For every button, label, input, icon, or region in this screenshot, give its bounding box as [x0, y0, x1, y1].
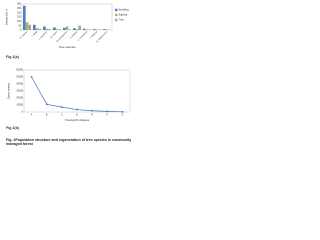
bar — [43, 26, 46, 30]
legend-swatch — [115, 18, 118, 22]
legend-label: Tree — [119, 18, 125, 22]
bar — [55, 29, 59, 30]
plot-area — [23, 69, 131, 113]
line — [31, 76, 123, 113]
x-tick-label: C. tomentosa — [77, 30, 89, 42]
x-tick-label: A — [31, 114, 33, 117]
y-tick-label: 20000 — [16, 97, 23, 100]
bar — [35, 28, 39, 30]
point — [30, 76, 33, 78]
point — [60, 106, 63, 108]
x-axis-label: Transgirth classes — [65, 118, 90, 122]
bar — [23, 5, 26, 30]
figure-caption: Fig. 2Population structure and regenerat… — [6, 138, 132, 147]
point — [106, 110, 109, 113]
x-tick-label: A. latifolia — [69, 30, 78, 39]
bar — [75, 29, 79, 30]
bar — [25, 22, 29, 30]
y-tick-label: 100 — [17, 20, 22, 23]
figure-label: Fig 1(b) — [6, 126, 20, 130]
bar — [63, 27, 66, 30]
y-tick-label: 40000 — [16, 83, 23, 86]
bar — [85, 29, 89, 30]
point — [91, 109, 94, 112]
page: 0 50 100 150 200 250 300 Density (ha⁻¹) Fig 1(a)… — [0, 0, 150, 150]
bar — [33, 24, 36, 30]
legend-swatch — [115, 8, 118, 12]
y-tick-label: 250 — [17, 7, 22, 10]
bar — [73, 28, 76, 30]
x-tick-label: T. alata — [31, 30, 39, 38]
bar — [45, 28, 49, 30]
y-tick-label: 200 — [17, 11, 22, 14]
y-tick-label: 150 — [17, 16, 22, 19]
legend-label: Seedling — [119, 8, 130, 12]
x-tick-label: B — [46, 114, 48, 117]
bar — [93, 29, 96, 30]
x-tick-label: L. parviflora — [38, 30, 49, 41]
x-tick-label: S. robusta — [19, 30, 29, 40]
legend-swatch — [115, 13, 118, 17]
figure-label: Fig 1(a) — [6, 55, 20, 59]
x-tick-label: T. bellirica — [89, 30, 99, 40]
y-tick-label: 50 — [18, 24, 21, 27]
y-axis-label: Density (ha⁻¹) — [5, 9, 9, 25]
x-tick-label: D — [76, 114, 78, 117]
bar — [103, 29, 106, 30]
y-tick-label: 50000 — [16, 76, 23, 79]
x-axis-label: Tree species — [58, 45, 76, 49]
x-tick-label: S. cumini — [50, 31, 58, 39]
y-tick-label: 10000 — [16, 104, 23, 107]
y-tick-label: 0 — [20, 29, 22, 32]
bar — [38, 28, 41, 30]
bar — [78, 25, 81, 30]
y-tick-label: 30000 — [16, 90, 23, 93]
point — [121, 110, 124, 113]
point — [45, 103, 48, 106]
bar — [65, 26, 69, 30]
bar — [48, 29, 51, 30]
y-tick-label: 0 — [22, 111, 24, 114]
x-tick-label: G — [121, 114, 123, 117]
y-tick-label: 60000 — [16, 69, 23, 72]
y-tick-label: 300 — [17, 3, 22, 6]
y-axis-label: Stems density — [7, 82, 11, 99]
x-tick-label: C — [61, 114, 63, 117]
x-tick-label: M. philippensis — [56, 31, 68, 43]
bar — [95, 29, 99, 30]
legend-label: Sapling — [119, 13, 128, 17]
x-tick-label: E — [91, 114, 93, 117]
bar — [53, 27, 56, 30]
bar — [58, 29, 61, 30]
bar — [68, 29, 71, 30]
bar — [28, 24, 31, 30]
point — [76, 108, 78, 111]
bar — [83, 28, 86, 30]
x-tick-label: F — [107, 114, 109, 117]
